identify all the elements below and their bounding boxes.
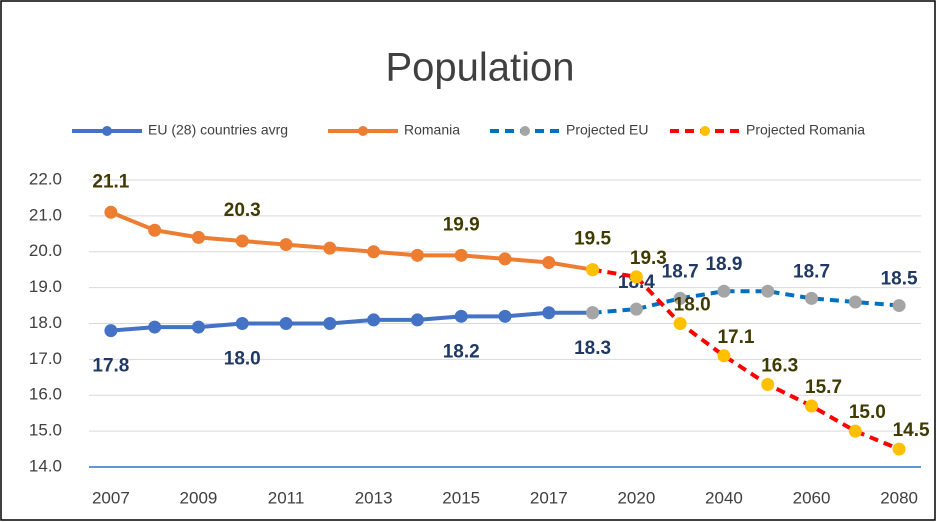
data-point bbox=[717, 284, 731, 298]
series-line bbox=[110, 310, 593, 333]
x-tick-label: 2015 bbox=[442, 488, 480, 507]
x-tick-label: 2009 bbox=[180, 488, 218, 507]
legend-marker bbox=[700, 126, 710, 136]
data-point bbox=[498, 309, 512, 323]
data-point bbox=[761, 377, 775, 391]
data-point bbox=[104, 205, 118, 219]
data-point bbox=[148, 320, 162, 334]
data-label: 18.2 bbox=[443, 341, 480, 362]
data-label: 16.3 bbox=[761, 356, 798, 377]
x-tick-label: 2007 bbox=[92, 488, 130, 507]
data-point bbox=[848, 424, 862, 438]
data-point bbox=[761, 284, 775, 298]
chart-title: Population bbox=[385, 46, 574, 90]
series-line bbox=[110, 210, 593, 272]
data-point bbox=[892, 299, 906, 313]
data-point bbox=[498, 252, 512, 266]
data-point bbox=[191, 320, 205, 334]
x-tick-label: 2017 bbox=[530, 488, 568, 507]
data-label: 15.0 bbox=[849, 402, 886, 423]
y-tick-label: 15.0 bbox=[29, 421, 62, 440]
series-line bbox=[592, 289, 900, 315]
data-label: 18.5 bbox=[881, 269, 918, 290]
data-label: 19.5 bbox=[574, 229, 611, 250]
data-label: 14.5 bbox=[893, 420, 930, 441]
data-label: 18.0 bbox=[224, 349, 261, 370]
data-point bbox=[454, 248, 468, 262]
x-tick-label: 2013 bbox=[355, 488, 393, 507]
data-label: 21.1 bbox=[92, 171, 129, 192]
y-tick-label: 18.0 bbox=[29, 313, 62, 332]
y-tick-label: 22.0 bbox=[29, 169, 62, 188]
x-tick-label: 2020 bbox=[617, 488, 655, 507]
x-tick-label: 2060 bbox=[793, 488, 831, 507]
data-point bbox=[148, 223, 162, 237]
data-point bbox=[191, 230, 205, 244]
data-label: 18.9 bbox=[705, 254, 742, 275]
data-point bbox=[367, 245, 381, 259]
data-label: 18.3 bbox=[574, 338, 611, 359]
data-label: 15.7 bbox=[805, 377, 842, 398]
series-line bbox=[592, 267, 900, 451]
data-point bbox=[629, 302, 643, 316]
legend-marker bbox=[358, 126, 368, 136]
data-label: 18.7 bbox=[662, 261, 699, 282]
legend-marker bbox=[102, 126, 112, 136]
data-label: 18.7 bbox=[793, 261, 830, 282]
y-tick-label: 17.0 bbox=[29, 349, 62, 368]
data-point bbox=[848, 295, 862, 309]
data-point bbox=[410, 248, 424, 262]
data-label: 17.1 bbox=[717, 327, 754, 348]
y-tick-label: 21.0 bbox=[29, 205, 62, 224]
legend-label: EU (28) countries avrg bbox=[148, 122, 288, 138]
data-label: 19.3 bbox=[630, 248, 667, 269]
data-label: 20.3 bbox=[224, 200, 261, 221]
legend-label: Projected Romania bbox=[746, 122, 865, 138]
x-tick-label: 2040 bbox=[705, 488, 743, 507]
legend-label: Romania bbox=[404, 122, 460, 138]
y-tick-label: 16.0 bbox=[29, 385, 62, 404]
data-point bbox=[410, 313, 424, 327]
data-point bbox=[323, 241, 337, 255]
data-point bbox=[717, 349, 731, 363]
y-tick-label: 20.0 bbox=[29, 241, 62, 260]
data-point bbox=[235, 234, 249, 248]
data-label: 18.0 bbox=[674, 295, 711, 316]
data-point bbox=[235, 317, 249, 330]
y-tick-label: 19.0 bbox=[29, 277, 62, 296]
data-point bbox=[279, 317, 293, 330]
data-point bbox=[323, 317, 337, 330]
data-point bbox=[104, 324, 118, 338]
legend-marker bbox=[520, 126, 530, 136]
data-point bbox=[542, 256, 556, 270]
data-point bbox=[586, 263, 600, 277]
data-point bbox=[673, 291, 687, 305]
data-point bbox=[629, 270, 643, 284]
data-point bbox=[454, 309, 468, 323]
data-point bbox=[805, 291, 819, 305]
data-point bbox=[542, 306, 556, 320]
x-tick-label: 2080 bbox=[880, 488, 918, 507]
data-label: 17.8 bbox=[92, 356, 129, 377]
data-point bbox=[367, 313, 381, 327]
data-point bbox=[586, 306, 600, 320]
y-tick-label: 14.0 bbox=[29, 456, 62, 475]
data-point bbox=[673, 317, 687, 330]
legend-label: Projected EU bbox=[566, 122, 648, 138]
x-tick-label: 2011 bbox=[268, 488, 305, 507]
data-point bbox=[279, 238, 293, 252]
data-point bbox=[892, 442, 906, 456]
data-point bbox=[805, 399, 819, 413]
data-label: 19.9 bbox=[443, 214, 480, 235]
